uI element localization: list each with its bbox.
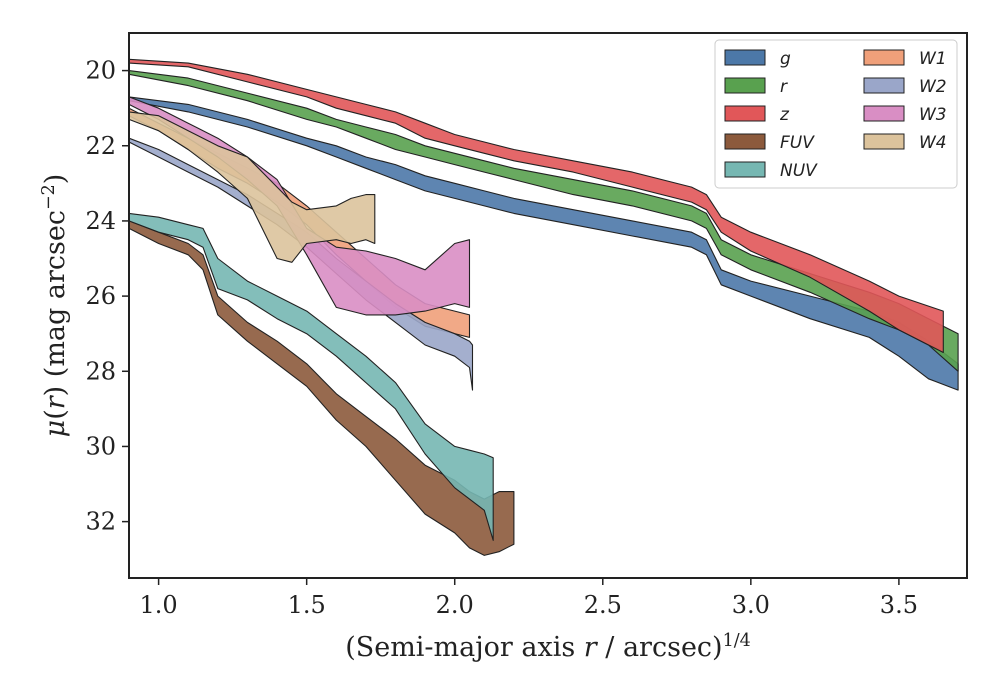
y-axis-label: μ(r) (mag arcsec−2) [39,174,71,438]
legend-label-w3: W3 [919,105,947,125]
y-tick-label: 24 [85,207,116,235]
legend: grz FUV NUV W1 W2 W3 W4 [714,39,958,189]
legend-label-nuv: NUV [780,161,818,181]
band-w4 [128,111,376,263]
y-tick-label: 20 [85,57,116,85]
legend-label-z: z [779,105,790,125]
legend-label-fuv: FUV [780,133,815,153]
band-fuv [128,220,515,556]
y-tick-label: 30 [85,432,116,460]
x-axis: 1.0 1.5 2.0 2.5 3.0 3.5 [140,578,918,619]
legend-swatch-nuv [724,161,766,178]
legend-label-w4: W4 [919,133,947,153]
y-tick-label: 22 [85,132,116,160]
legend-swatch-w2 [863,77,905,94]
data-bands [128,58,959,556]
legend-swatch-g [724,49,766,66]
legend-swatch-fuv [724,133,766,150]
legend-swatch-w3 [863,105,905,122]
y-tick-label: 32 [85,508,116,536]
x-axis-label: (Semi-major axis r / arcsec)1/4 [345,631,751,663]
x-tick-label: 1.5 [288,591,326,619]
plot-frame [128,32,968,579]
legend-label-g: g [780,49,791,69]
band-z [128,58,944,354]
legend-label-r: r [780,77,788,97]
band-nuv [128,212,494,541]
legend-label-w1: W1 [919,49,947,69]
y-tick-label: 28 [85,357,116,385]
legend-label-w2: W2 [919,77,947,97]
legend-swatch-w4 [863,133,905,150]
legend-swatch-w1 [863,49,905,66]
legend-swatch-r [724,77,766,94]
x-tick-label: 2.5 [584,591,622,619]
band-g [128,96,959,391]
x-tick-label: 1.0 [140,591,178,619]
x-tick-label: 3.5 [880,591,918,619]
legend-swatch-z [724,105,766,122]
legend-box [714,39,958,189]
band-r [128,70,959,372]
x-tick-label: 2.0 [436,591,474,619]
y-tick-label: 26 [85,282,116,310]
x-tick-label: 3.0 [732,591,770,619]
y-axis: 20 22 24 26 28 30 32 [85,57,129,536]
